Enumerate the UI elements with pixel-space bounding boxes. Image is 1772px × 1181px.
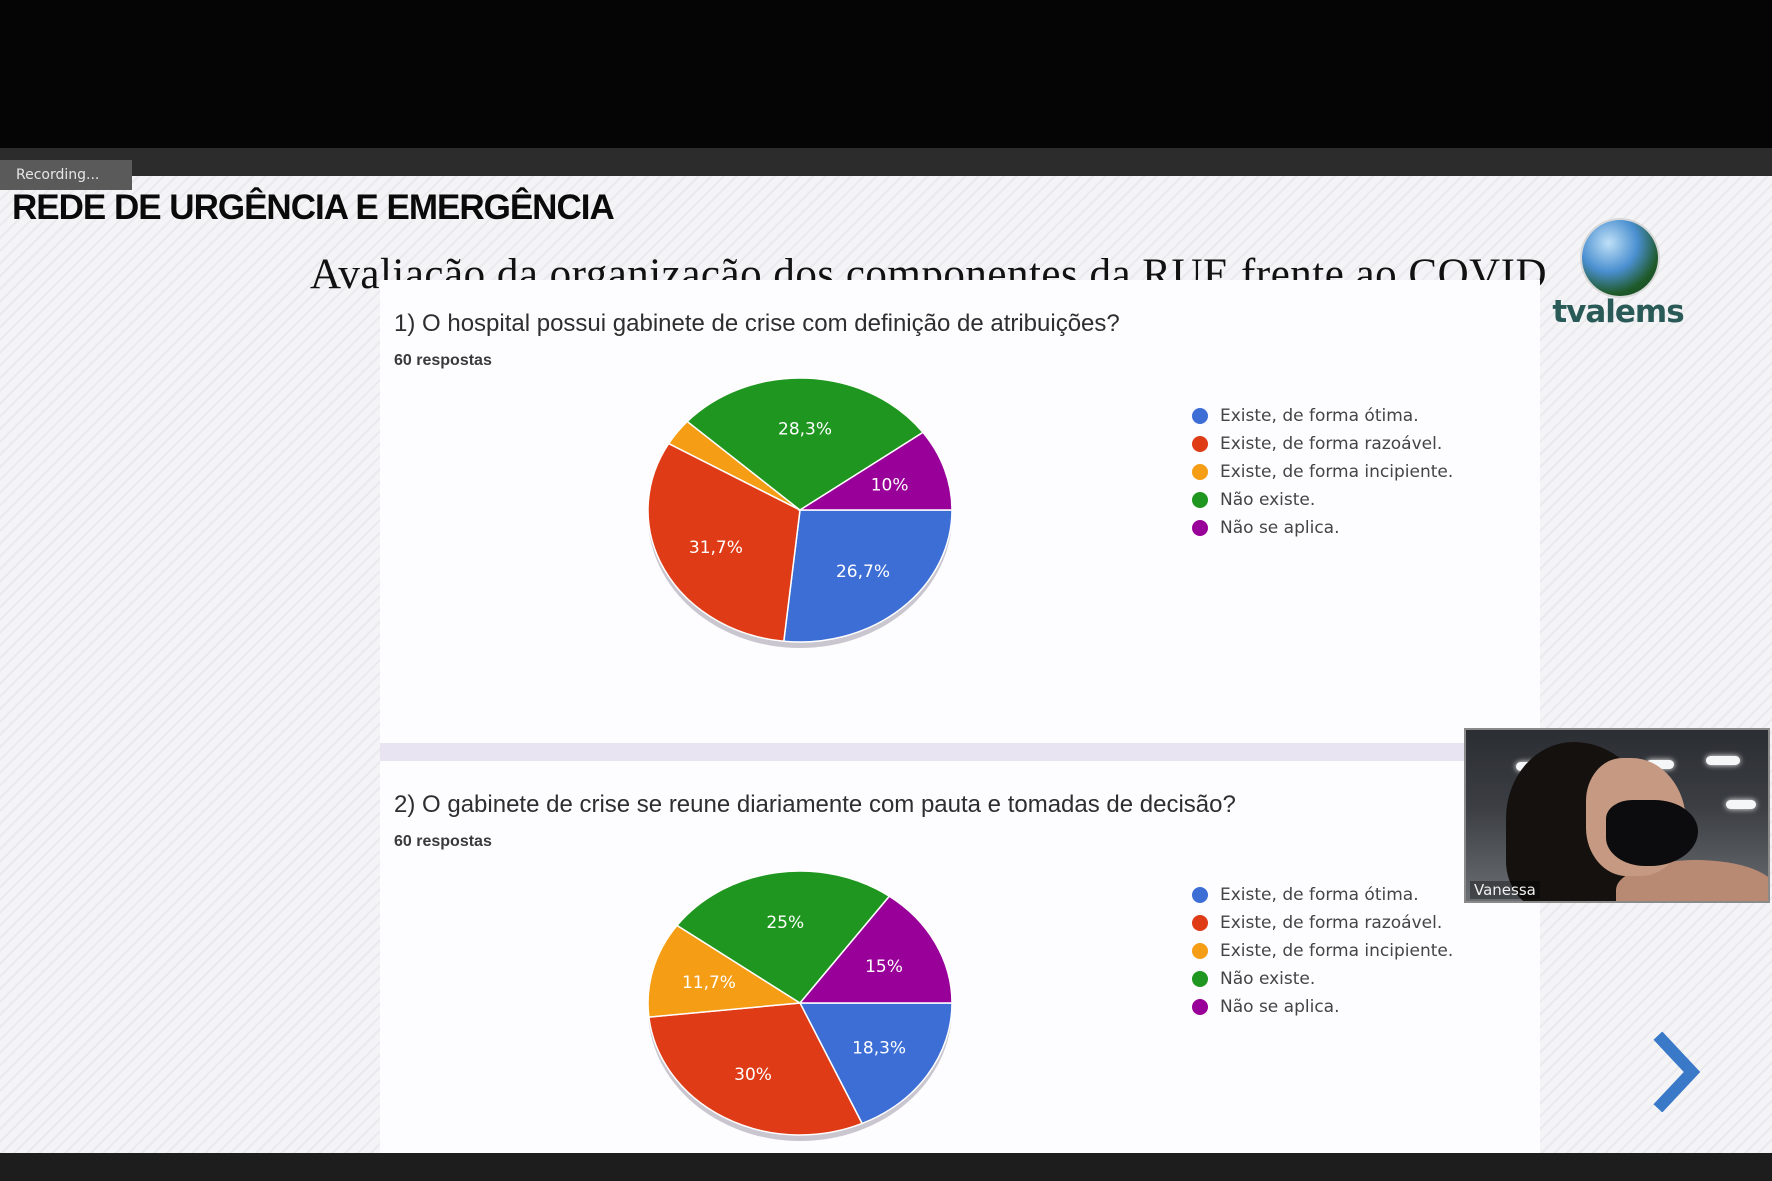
legend-label: Não se aplica. bbox=[1220, 997, 1340, 1017]
legend-dot bbox=[1192, 464, 1208, 480]
pie-data-label: 28,3% bbox=[778, 419, 832, 439]
legend-item: Existe, de forma incipiente. bbox=[1190, 937, 1453, 965]
recording-indicator: Recording... bbox=[0, 160, 132, 190]
responses-count-1: 60 respostas bbox=[394, 352, 492, 369]
legend-label: Não se aplica. bbox=[1220, 518, 1340, 538]
legend-dot bbox=[1192, 943, 1208, 959]
legend-item: Existe, de forma razoável. bbox=[1190, 430, 1453, 458]
legend-label: Existe, de forma ótima. bbox=[1220, 885, 1419, 905]
question-1: 1) O hospital possui gabinete de crise c… bbox=[394, 310, 1120, 337]
legend-item: Existe, de forma incipiente. bbox=[1190, 458, 1453, 486]
legend-label: Não existe. bbox=[1220, 490, 1316, 510]
question-2: 2) O gabinete de crise se reune diariame… bbox=[394, 791, 1236, 818]
top-strip bbox=[0, 148, 1772, 176]
legend-dot bbox=[1192, 436, 1208, 452]
pie-slice bbox=[647, 442, 801, 643]
legend-item: Existe, de forma razoável. bbox=[1190, 909, 1453, 937]
chart-card-2: 2) O gabinete de crise se reune diariame… bbox=[380, 761, 1540, 1153]
pie-slice bbox=[686, 377, 925, 511]
next-slide-arrow-icon[interactable] bbox=[1648, 1032, 1708, 1112]
legend-dot bbox=[1192, 915, 1208, 931]
legend-label: Existe, de forma ótima. bbox=[1220, 406, 1419, 426]
legend-dot bbox=[1192, 971, 1208, 987]
legend-label: Existe, de forma razoável. bbox=[1220, 434, 1443, 454]
pie-data-label: 11,7% bbox=[682, 973, 736, 993]
legend-item: Não existe. bbox=[1190, 486, 1453, 514]
pie-data-label: 31,7% bbox=[689, 538, 743, 558]
legend-item: Existe, de forma ótima. bbox=[1190, 402, 1453, 430]
ceiling-light bbox=[1706, 756, 1740, 765]
globe-logo-icon bbox=[1582, 220, 1658, 296]
responses-count-2: 60 respostas bbox=[394, 833, 492, 850]
chart-card-1: 1) O hospital possui gabinete de crise c… bbox=[380, 280, 1540, 750]
legend-label: Não existe. bbox=[1220, 969, 1316, 989]
pie-slice bbox=[798, 1002, 953, 1125]
pie-slice bbox=[647, 924, 803, 1018]
pie-slice bbox=[782, 509, 953, 643]
logo-text: tvalems bbox=[1552, 294, 1684, 330]
pie-data-label: 15% bbox=[865, 957, 903, 977]
legend-item: Existe, de forma ótima. bbox=[1190, 881, 1453, 909]
participant-video-tile[interactable]: Vanessa bbox=[1464, 728, 1770, 903]
ceiling-light bbox=[1646, 760, 1674, 769]
bottom-black-bar bbox=[0, 1153, 1772, 1181]
legend-2: Existe, de forma ótima. Existe, de forma … bbox=[1190, 881, 1453, 1021]
legend-1: Existe, de forma ótima. Existe, de forma … bbox=[1190, 402, 1453, 542]
pie-data-label: 10% bbox=[871, 476, 909, 496]
section-title: REDE DE URGÊNCIA E EMERGÊNCIA bbox=[12, 188, 615, 227]
tvalems-logo: tvalems bbox=[1548, 220, 1688, 345]
pie-slice bbox=[675, 870, 891, 1004]
legend-label: Existe, de forma incipiente. bbox=[1220, 941, 1454, 961]
face-mask bbox=[1606, 800, 1698, 866]
top-black-bar bbox=[0, 0, 1772, 148]
pie-data-label: 26,7% bbox=[836, 562, 890, 582]
presentation-slide: REDE DE URGÊNCIA E EMERGÊNCIA Avaliação … bbox=[0, 176, 1772, 1153]
legend-item: Não se aplica. bbox=[1190, 993, 1453, 1021]
legend-dot bbox=[1192, 520, 1208, 536]
legend-dot bbox=[1192, 999, 1208, 1015]
card-divider bbox=[380, 743, 1540, 761]
pie-chart-1: 26,7% 31,7% 28,3% 10% bbox=[647, 377, 953, 648]
pie-data-label: 30% bbox=[734, 1065, 772, 1085]
legend-dot bbox=[1192, 408, 1208, 424]
participant-name: Vanessa bbox=[1470, 881, 1540, 899]
pie-slice bbox=[797, 431, 953, 511]
legend-item: Não se aplica. bbox=[1190, 514, 1453, 542]
legend-label: Existe, de forma incipiente. bbox=[1220, 462, 1454, 482]
pie-slice bbox=[648, 1002, 864, 1136]
legend-dot bbox=[1192, 492, 1208, 508]
legend-item: Não existe. bbox=[1190, 965, 1453, 993]
pie-data-label: 25% bbox=[766, 913, 804, 933]
legend-dot bbox=[1192, 887, 1208, 903]
pie-slice bbox=[798, 895, 953, 1004]
pie-data-label: 18,3% bbox=[852, 1039, 906, 1059]
pie-chart-2: 18,3% 30% 11,7% 25% 15% bbox=[647, 870, 953, 1141]
legend-label: Existe, de forma razoável. bbox=[1220, 913, 1443, 933]
ceiling-light bbox=[1726, 800, 1756, 809]
